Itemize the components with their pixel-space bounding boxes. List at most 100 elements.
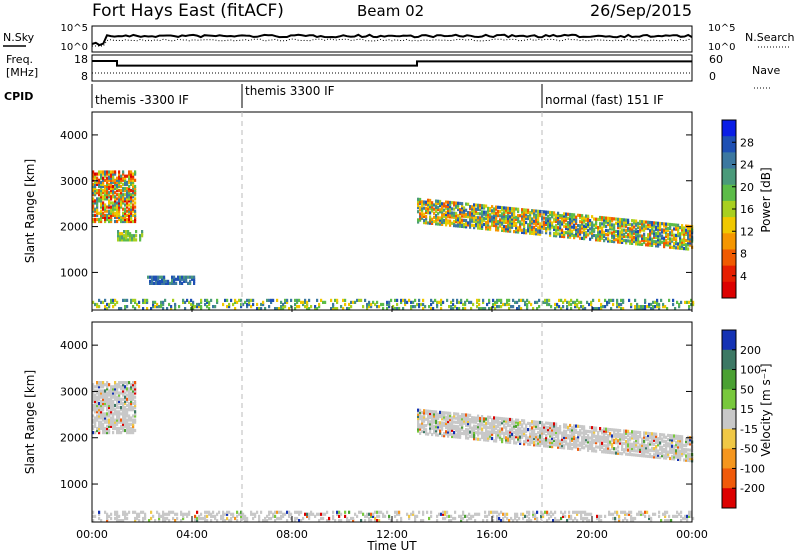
- data-cell: [108, 203, 111, 207]
- data-cell: [459, 216, 462, 220]
- data-cell: [497, 211, 500, 216]
- data-cell: [338, 514, 341, 518]
- data-cell: [228, 519, 231, 523]
- data-cell: [134, 298, 137, 302]
- data-cell: [173, 275, 176, 279]
- data-cell: [571, 442, 574, 447]
- nsearch-series: [92, 38, 693, 47]
- data-cell: [675, 237, 678, 242]
- data-cell: [635, 219, 638, 223]
- data-cell: [132, 186, 135, 191]
- data-cell: [398, 510, 401, 514]
- data-cell: [114, 397, 117, 401]
- data-cell: [499, 423, 502, 427]
- data-cell: [417, 412, 420, 416]
- data-cell: [647, 222, 650, 226]
- data-cell: [579, 433, 582, 437]
- data-cell: [118, 514, 121, 518]
- data-cell: [198, 516, 201, 521]
- data-cell: [158, 512, 161, 516]
- data-cell: [643, 220, 646, 224]
- data-cell: [473, 223, 476, 228]
- data-cell: [487, 206, 490, 210]
- data-cell: [120, 201, 123, 205]
- data-cell: [98, 211, 101, 215]
- data-cell: [92, 391, 95, 395]
- data-cell: [687, 241, 690, 245]
- colorbar-swatch: [722, 136, 736, 153]
- data-cell: [460, 516, 463, 521]
- data-cell: [418, 298, 421, 302]
- data-cell: [677, 441, 680, 445]
- data-cell: [513, 219, 516, 223]
- data-cell: [449, 211, 452, 215]
- data-cell: [439, 410, 442, 414]
- data-cell: [511, 432, 514, 436]
- data-cell: [547, 438, 550, 442]
- data-cell: [655, 225, 658, 229]
- data-cell: [497, 418, 500, 422]
- data-cell: [539, 224, 542, 228]
- data-cell: [501, 429, 504, 433]
- data-cell: [322, 516, 325, 521]
- data-cell: [503, 210, 506, 214]
- data-cell: [302, 300, 305, 304]
- data-cell: [664, 514, 667, 518]
- data-cell: [529, 424, 532, 428]
- data-cell: [120, 191, 123, 195]
- data-cell: [479, 431, 482, 435]
- data-cell: [169, 281, 172, 285]
- data-cell: [461, 222, 464, 226]
- data-cell: [132, 424, 135, 428]
- data-cell: [126, 428, 129, 433]
- data-cell: [517, 420, 520, 424]
- data-cell: [477, 226, 480, 230]
- data-cell: [461, 413, 464, 417]
- data-cell: [621, 437, 624, 441]
- data-cell: [579, 216, 582, 220]
- data-cell: [162, 302, 165, 307]
- data-cell: [515, 441, 518, 445]
- data-cell: [517, 431, 520, 435]
- data-cell: [569, 223, 572, 227]
- data-cell: [534, 514, 537, 518]
- data-cell: [100, 217, 103, 222]
- data-cell: [116, 416, 119, 420]
- data-cell: [657, 451, 660, 455]
- data-cell: [677, 436, 680, 441]
- data-cell: [122, 389, 125, 393]
- data-cell: [671, 434, 674, 438]
- data-cell: [106, 191, 109, 195]
- data-cell: [114, 203, 117, 207]
- data-cell: [537, 441, 540, 445]
- data-cell: [675, 233, 678, 237]
- data-cell: [644, 305, 647, 309]
- data-cell: [455, 211, 458, 215]
- data-cell: [587, 446, 590, 450]
- data-cell: [547, 227, 550, 231]
- data-cell: [512, 519, 515, 523]
- data-cell: [599, 218, 602, 222]
- data-cell: [485, 227, 488, 231]
- data-cell: [120, 180, 123, 184]
- data-cell: [533, 420, 536, 424]
- data-cell: [647, 438, 650, 442]
- data-cell: [126, 412, 129, 416]
- data-cell: [419, 417, 422, 421]
- data-cell: [186, 298, 189, 302]
- data-cell: [519, 226, 522, 230]
- data-cell: [635, 233, 638, 238]
- data-cell: [531, 209, 534, 213]
- data-cell: [124, 516, 127, 521]
- data-cell: [100, 416, 103, 420]
- data-cell: [427, 415, 430, 419]
- data-cell: [280, 305, 283, 309]
- data-cell: [467, 223, 470, 227]
- data-cell: [507, 212, 510, 217]
- data-cell: [609, 442, 612, 446]
- data-cell: [119, 238, 122, 242]
- data-cell: [548, 512, 551, 516]
- data-cell: [92, 217, 95, 222]
- data-cell: [573, 430, 576, 434]
